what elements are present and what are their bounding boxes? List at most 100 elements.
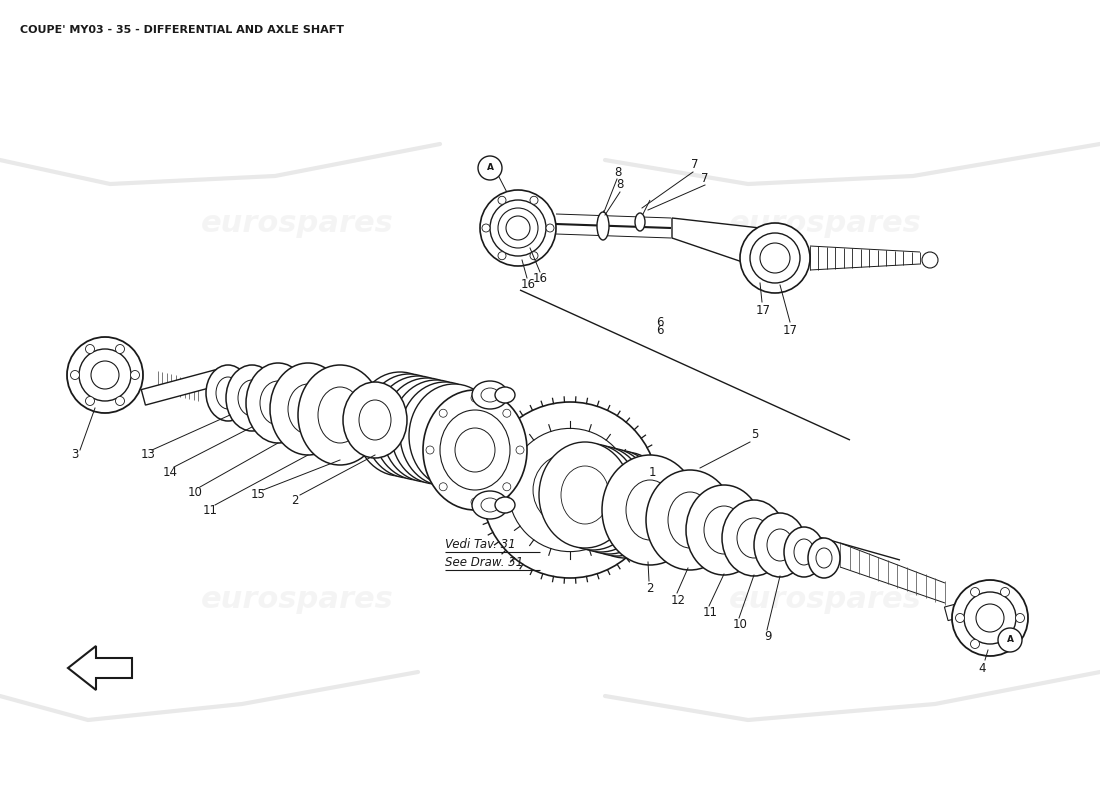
- Ellipse shape: [571, 450, 663, 556]
- Ellipse shape: [439, 482, 448, 490]
- Ellipse shape: [506, 216, 530, 240]
- Text: COUPE' MY03 - 35 - DIFFERENTIAL AND AXLE SHAFT: COUPE' MY03 - 35 - DIFFERENTIAL AND AXLE…: [20, 25, 344, 35]
- Ellipse shape: [922, 252, 938, 268]
- Ellipse shape: [86, 397, 95, 406]
- Ellipse shape: [503, 410, 510, 418]
- Text: A: A: [486, 163, 494, 173]
- Ellipse shape: [288, 384, 328, 434]
- Text: 14: 14: [163, 466, 177, 478]
- Ellipse shape: [585, 472, 632, 530]
- Ellipse shape: [343, 382, 407, 458]
- Ellipse shape: [382, 378, 472, 482]
- Ellipse shape: [318, 387, 362, 443]
- Ellipse shape: [767, 529, 793, 561]
- Ellipse shape: [593, 474, 641, 532]
- Text: A: A: [1006, 635, 1013, 645]
- Text: 9: 9: [764, 630, 772, 642]
- Ellipse shape: [1015, 614, 1024, 622]
- Text: See Draw. 31: See Draw. 31: [446, 556, 524, 569]
- Ellipse shape: [964, 592, 1016, 644]
- Text: eurospares: eurospares: [200, 586, 394, 614]
- Ellipse shape: [393, 398, 443, 458]
- Text: 1: 1: [648, 466, 656, 478]
- Ellipse shape: [952, 580, 1028, 656]
- Ellipse shape: [808, 538, 840, 578]
- Ellipse shape: [1001, 639, 1010, 649]
- Ellipse shape: [79, 349, 131, 401]
- Ellipse shape: [539, 442, 631, 548]
- Ellipse shape: [503, 482, 510, 490]
- Ellipse shape: [471, 394, 478, 402]
- Ellipse shape: [67, 337, 143, 413]
- Ellipse shape: [563, 448, 654, 554]
- Ellipse shape: [420, 404, 470, 464]
- Ellipse shape: [602, 455, 698, 565]
- Text: 10: 10: [188, 486, 202, 498]
- Ellipse shape: [478, 156, 502, 180]
- Text: 12: 12: [671, 594, 685, 606]
- Ellipse shape: [704, 506, 744, 554]
- Ellipse shape: [298, 365, 382, 465]
- Ellipse shape: [760, 243, 790, 273]
- Polygon shape: [68, 646, 132, 690]
- Ellipse shape: [216, 377, 240, 409]
- Text: 3: 3: [72, 449, 79, 462]
- Ellipse shape: [481, 388, 499, 402]
- Ellipse shape: [482, 224, 490, 232]
- Ellipse shape: [534, 453, 607, 527]
- Text: 11: 11: [202, 503, 218, 517]
- Text: 8: 8: [616, 178, 624, 191]
- Text: 10: 10: [733, 618, 747, 630]
- Ellipse shape: [455, 428, 495, 472]
- Ellipse shape: [424, 390, 527, 510]
- Ellipse shape: [373, 376, 463, 480]
- Ellipse shape: [548, 468, 592, 512]
- Ellipse shape: [226, 365, 278, 431]
- Ellipse shape: [750, 233, 800, 283]
- Ellipse shape: [116, 345, 124, 354]
- Text: 7: 7: [702, 171, 708, 185]
- Ellipse shape: [131, 370, 140, 379]
- Ellipse shape: [579, 452, 671, 558]
- Ellipse shape: [646, 470, 734, 570]
- Ellipse shape: [498, 208, 538, 248]
- Ellipse shape: [626, 480, 674, 540]
- Ellipse shape: [482, 402, 658, 578]
- Text: 7: 7: [691, 158, 698, 171]
- Ellipse shape: [91, 361, 119, 389]
- Ellipse shape: [364, 374, 454, 478]
- Text: 4: 4: [978, 662, 986, 674]
- Text: 17: 17: [782, 323, 797, 337]
- Ellipse shape: [384, 396, 434, 456]
- Ellipse shape: [668, 492, 712, 548]
- Text: 5: 5: [751, 429, 759, 442]
- Ellipse shape: [472, 381, 508, 409]
- Ellipse shape: [355, 372, 446, 476]
- Text: eurospares: eurospares: [728, 586, 922, 614]
- Ellipse shape: [508, 429, 631, 552]
- Ellipse shape: [970, 587, 979, 597]
- Ellipse shape: [816, 548, 832, 568]
- Ellipse shape: [440, 410, 510, 490]
- Ellipse shape: [1001, 587, 1010, 597]
- Bar: [945, 595, 991, 621]
- Ellipse shape: [481, 498, 499, 512]
- Text: 11: 11: [703, 606, 717, 618]
- Ellipse shape: [70, 370, 79, 379]
- Ellipse shape: [737, 518, 771, 558]
- Ellipse shape: [547, 444, 639, 550]
- Text: 6: 6: [657, 323, 663, 337]
- Text: 6: 6: [657, 317, 663, 330]
- Ellipse shape: [976, 604, 1004, 632]
- Ellipse shape: [375, 394, 425, 454]
- Ellipse shape: [498, 196, 506, 204]
- Ellipse shape: [116, 397, 124, 406]
- Ellipse shape: [270, 363, 346, 455]
- Ellipse shape: [439, 410, 448, 418]
- Ellipse shape: [740, 223, 810, 293]
- Text: 16: 16: [520, 278, 536, 291]
- Ellipse shape: [260, 381, 296, 425]
- Text: eurospares: eurospares: [728, 210, 922, 238]
- Ellipse shape: [516, 446, 524, 454]
- Polygon shape: [672, 218, 760, 268]
